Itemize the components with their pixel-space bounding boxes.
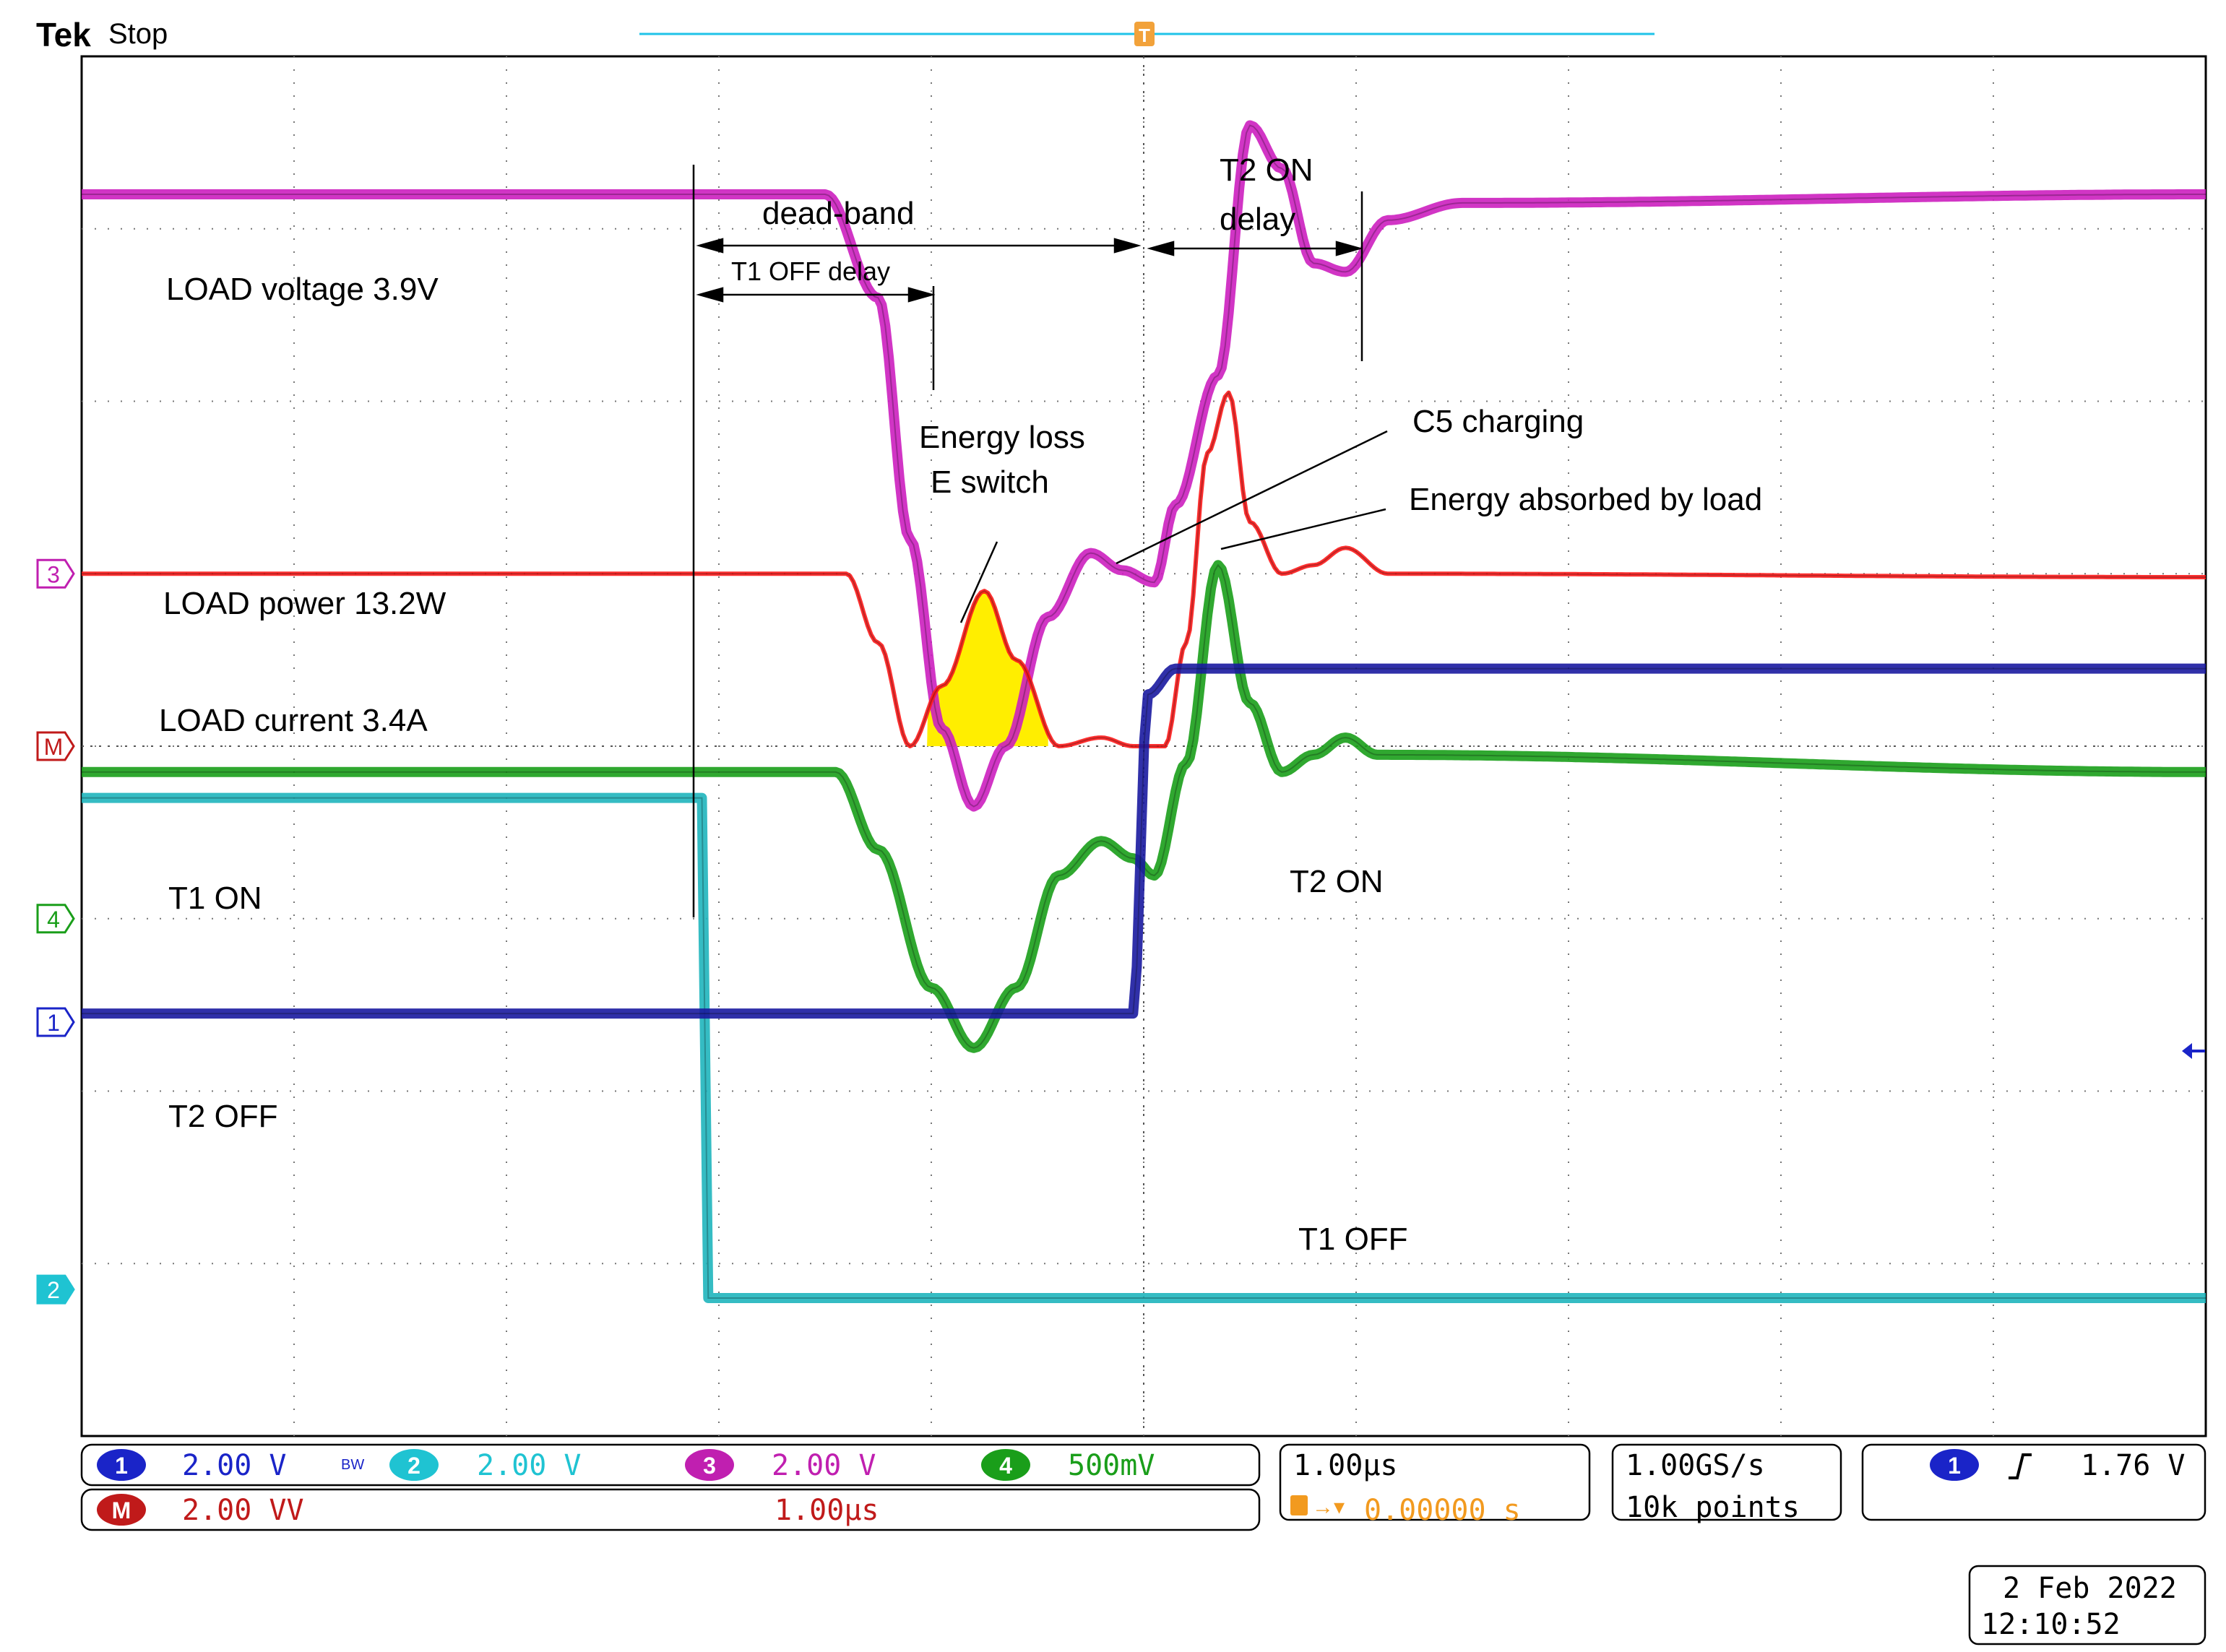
label-energy-loss-1: Energy loss [919,420,1085,455]
ch2-readout[interactable]: 2 2.00 V [389,1449,582,1482]
svg-text:M: M [44,734,64,760]
svg-text:3: 3 [703,1453,716,1479]
svg-text:3: 3 [47,561,60,587]
channel-marker-1: 1 [36,1007,75,1037]
svg-text:1.00µs: 1.00µs [775,1494,879,1527]
waveform-t1- [79,792,2208,1303]
c5-charging-pointer [1116,430,1388,565]
energy-absorbed-pointer [1220,508,1386,550]
acquisition-readout[interactable]: 1.00GS/s 10k points [1611,1443,1842,1524]
channel-marker-m: M [36,731,75,761]
waveforms [79,120,2208,1303]
label-load-power: LOAD power 13.2W [163,586,447,621]
waveform-core [82,667,2206,1015]
svg-text:2 Feb 2022: 2 Feb 2022 [2003,1572,2177,1605]
svg-text:1.00µs: 1.00µs [1293,1449,1398,1482]
ch1-readout[interactable]: 1 2.00 V [97,1449,287,1482]
waveform-load-voltage [79,120,2208,812]
label-t1-off-delay: T1 OFF delay [731,256,890,286]
svg-text:T: T [1139,25,1150,46]
ground-offset-arrow [2182,1043,2205,1059]
svg-text:10k points: 10k points [1626,1491,1800,1524]
ch3-readout[interactable]: 3 2.00 V [685,1449,876,1482]
waveform-core [82,124,2206,808]
label-energy-loss-2: E switch [931,464,1049,500]
datetime-readout: 2 Feb 2022 12:10:52 [1968,1565,2206,1645]
svg-text:12:10:52: 12:10:52 [1981,1608,2121,1641]
svg-text:500mV: 500mV [1068,1449,1155,1482]
svg-text:1: 1 [47,1010,60,1036]
channel-marker-4: 4 [36,904,75,934]
bandwidth-limit-indicator: BW [341,1457,364,1473]
waveform-core [82,797,2206,1299]
label-t2-on-delay-1: T2 ON [1220,152,1313,188]
channel-readout-panel[interactable] [80,1443,1261,1531]
svg-text:2.00 V: 2.00 V [772,1449,876,1482]
annotation-lines [692,165,1388,917]
svg-text:1: 1 [1948,1453,1961,1479]
svg-text:1.76 V: 1.76 V [2081,1449,2186,1482]
label-load-voltage: LOAD voltage 3.9V [166,272,439,307]
svg-text:2.00 VV: 2.00 VV [182,1494,304,1527]
svg-text:2.00 V: 2.00 V [182,1449,287,1482]
svg-text:M: M [112,1497,131,1523]
channel-marker-3: 3 [36,558,75,589]
rising-edge-icon [2009,1453,2032,1479]
trigger-marker[interactable]: T [1134,22,1155,46]
label-load-current: LOAD current 3.4A [159,703,428,738]
label-t1-off: T1 OFF [1298,1221,1408,1257]
trigger-readout[interactable]: 1 1.76 V [1861,1443,2206,1521]
svg-text:4: 4 [47,907,60,933]
annotation-arrows [696,238,1363,303]
svg-text:2.00 V: 2.00 V [477,1449,582,1482]
timebase-readout[interactable]: 1.00µs →▾ 0.00000 s [1279,1443,1591,1527]
ch4-readout[interactable]: 4 500mV [981,1449,1155,1482]
label-t2-on-delay-2: delay [1220,202,1295,237]
label-t2-on: T2 ON [1290,864,1384,899]
svg-text:2: 2 [47,1277,60,1303]
label-c5-charging: C5 charging [1412,404,1584,439]
channel-markers: 3 M 4 1 2 [36,558,75,1305]
svg-text:4: 4 [999,1453,1012,1479]
energy-loss-pointer [959,541,998,623]
math-readout[interactable]: M 2.00 VV 1.00µs [97,1494,879,1527]
svg-text:2: 2 [407,1453,420,1479]
brand-logo: Tek [36,16,91,53]
svg-text:0.00000 s: 0.00000 s [1364,1494,1521,1527]
waveform-t2- [79,663,2208,1019]
label-t2-off: T2 OFF [168,1099,278,1134]
svg-text:→▾: →▾ [1312,1495,1345,1519]
label-dead-band: dead-band [762,196,914,231]
label-t1-on: T1 ON [168,881,262,916]
channel-marker-2: 2 [36,1274,75,1305]
label-energy-absorbed: Energy absorbed by load [1409,482,1762,517]
svg-text:1: 1 [115,1453,128,1479]
acquisition-status: Stop [108,18,168,50]
svg-text:1.00GS/s: 1.00GS/s [1626,1449,1765,1482]
